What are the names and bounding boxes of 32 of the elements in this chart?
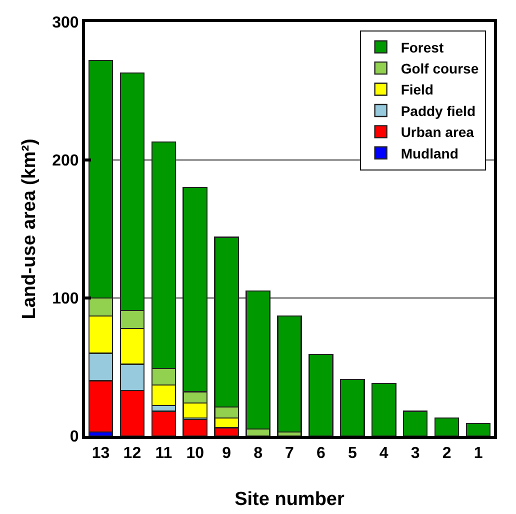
x-tick-label: 7 [285, 445, 294, 462]
y-axis-title: Land-use area (km²) [19, 138, 40, 320]
legend-label: Paddy field [400, 102, 476, 119]
x-tick-label: 8 [254, 445, 263, 462]
y-tick-label: 0 [70, 428, 79, 446]
x-tick-label: 10 [186, 445, 204, 462]
bar [466, 422, 491, 436]
x-tick-label: 13 [92, 445, 110, 462]
legend-label: Mudland [400, 145, 458, 162]
legend-label: Golf course [400, 60, 479, 77]
x-tick-label: 5 [348, 445, 357, 462]
bar [308, 354, 334, 436]
legend-label: Field [400, 82, 434, 98]
bar [434, 417, 460, 436]
x-tick-label: 2 [442, 445, 452, 462]
x-tick-label: 12 [123, 445, 142, 462]
x-axis-title: Site number [234, 489, 345, 510]
x-tick-label: 9 [222, 445, 232, 462]
y-tick-label: 100 [52, 290, 79, 308]
legend-label: Forest [400, 39, 444, 56]
bar [340, 378, 365, 436]
x-tick-label: 6 [316, 445, 326, 462]
bar [277, 315, 302, 432]
bar [371, 382, 396, 436]
x-tick-label: 11 [155, 445, 172, 462]
bar [402, 410, 428, 436]
x-tick-label: 1 [474, 445, 483, 462]
x-tick-label: 4 [379, 445, 388, 462]
y-tick-label: 300 [52, 14, 79, 32]
y-tick-label: 200 [52, 152, 79, 170]
legend-label: Urban area [400, 124, 474, 140]
x-tick-label: 3 [410, 445, 420, 462]
